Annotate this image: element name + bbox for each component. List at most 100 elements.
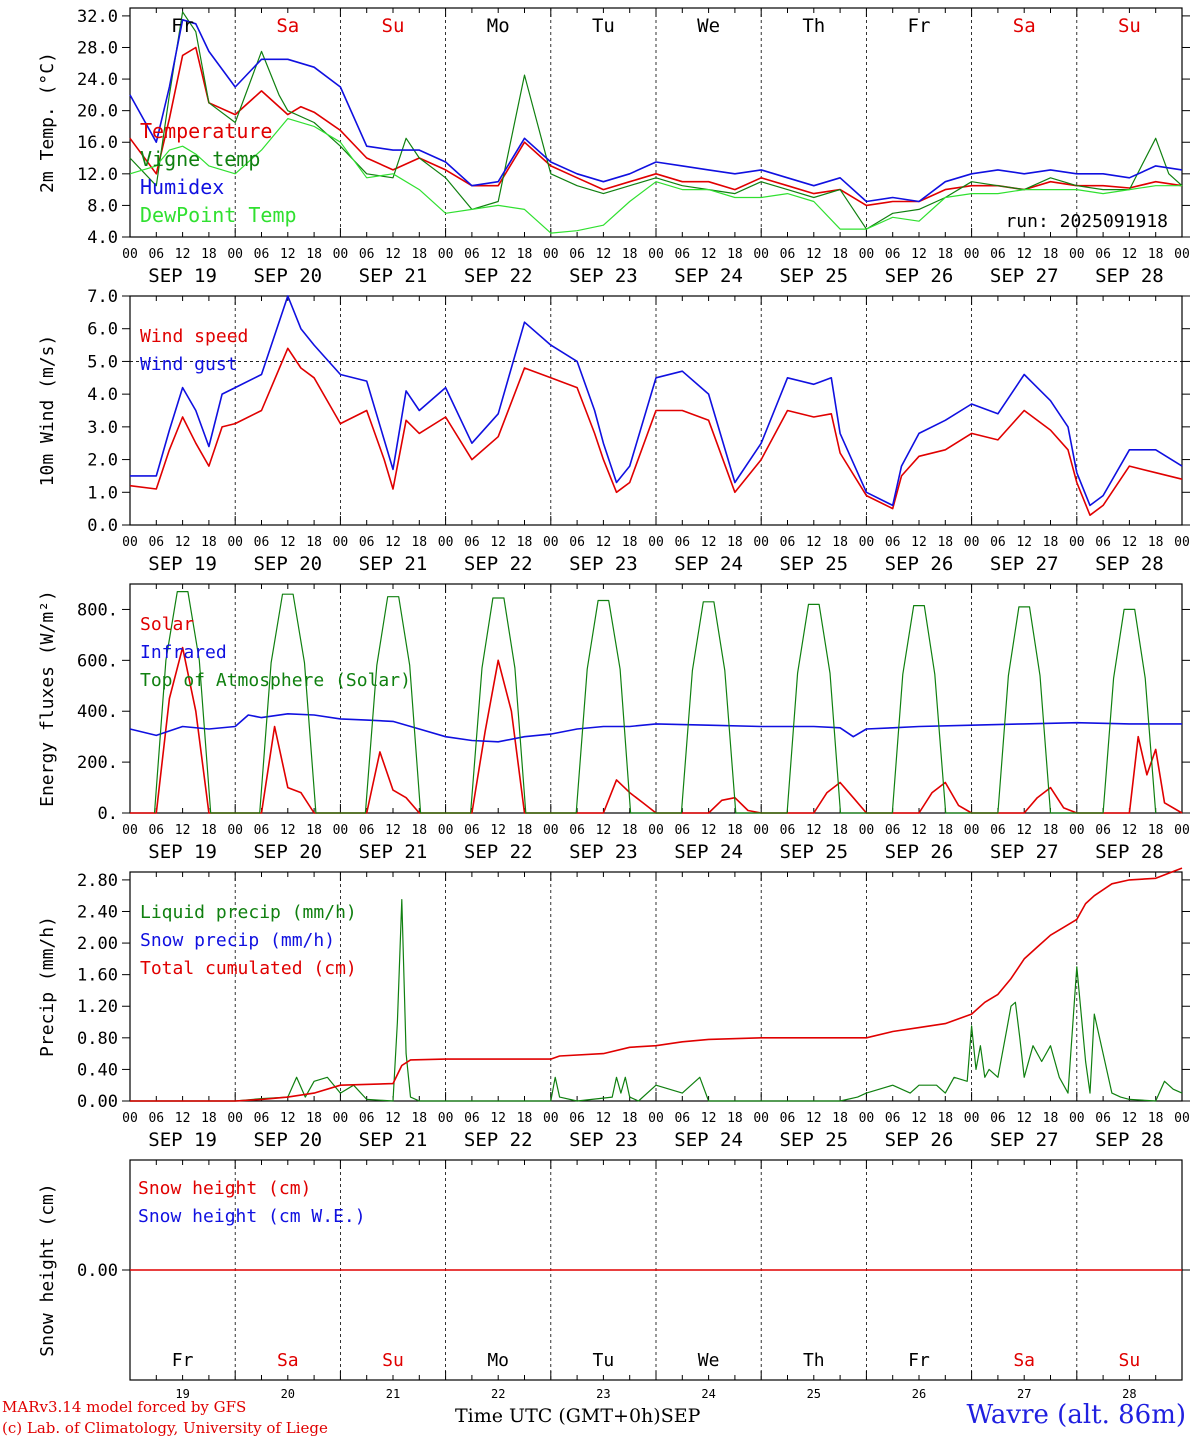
- y-tick-label: 1.20: [77, 997, 118, 1017]
- hour-tick-label: 00: [333, 1111, 349, 1126]
- hour-tick-label: 12: [806, 535, 822, 550]
- y-tick-label: 3.0: [87, 418, 118, 438]
- day-number: 19: [175, 1387, 189, 1401]
- hour-tick-label: 06: [569, 247, 585, 262]
- hour-tick-label: 12: [701, 823, 717, 838]
- date-label: SEP 22: [464, 265, 533, 287]
- snow-panel: 0.00 Snow height (cm) Snow height (cm) Snow…: [37, 1159, 1190, 1381]
- hour-tick-label: 12: [1016, 535, 1032, 550]
- hour-tick-label: 18: [1148, 535, 1164, 550]
- hour-tick-label: 00: [122, 535, 138, 550]
- hour-tick-label: 06: [464, 247, 480, 262]
- hour-tick-label: 18: [411, 247, 427, 262]
- hour-tick-label: 00: [964, 535, 980, 550]
- hour-tick-label: 12: [490, 535, 506, 550]
- hour-tick-label: 18: [1148, 823, 1164, 838]
- hour-tick-label: 18: [1043, 1111, 1059, 1126]
- legend-entry: Snow height (cm W.E.): [138, 1206, 366, 1227]
- hour-tick-label: 18: [411, 823, 427, 838]
- hour-tick-label: 06: [1095, 823, 1111, 838]
- date-label: SEP 26: [885, 1129, 954, 1151]
- hour-tick-label: 00: [122, 247, 138, 262]
- hour-tick-label: 18: [937, 823, 953, 838]
- series-line-vigne-temp: [129, 11, 1183, 230]
- lab-credit: (c) Lab. of Climatology, University of L…: [2, 1419, 328, 1437]
- hour-tick-label: 00: [227, 247, 243, 262]
- energy-ylabel: Energy fluxes (W/m²): [37, 590, 58, 807]
- hour-tick-label: 00: [1069, 1111, 1085, 1126]
- wind-ylabel: 10m Wind (m/s): [37, 335, 58, 487]
- date-label: SEP 28: [1095, 553, 1164, 575]
- y-tick-label: 0.: [98, 804, 118, 824]
- y-tick-label: 0.40: [77, 1060, 118, 1080]
- hour-tick-label: 06: [359, 535, 375, 550]
- date-label: SEP 20: [253, 553, 322, 575]
- hour-tick-label: 12: [385, 1111, 401, 1126]
- y-tick-label: 28.0: [77, 38, 118, 58]
- legend-entry: Top of Atmosphere (Solar): [140, 670, 411, 691]
- hour-tick-label: 12: [596, 247, 612, 262]
- day-number: 27: [1017, 1387, 1031, 1401]
- date-label: SEP 20: [253, 265, 322, 287]
- hour-tick-label: 18: [727, 535, 743, 550]
- series-line-wind-gust: [130, 295, 1183, 507]
- hour-tick-label: 06: [990, 1111, 1006, 1126]
- energy-panel: 0. 200. 400. 600. 800. Energy fluxes (W/m²) So…: [37, 583, 1190, 863]
- date-label: SEP 25: [779, 1129, 848, 1151]
- hour-tick-label: 18: [937, 535, 953, 550]
- hour-tick-label: 00: [1069, 823, 1085, 838]
- hour-tick-label: 18: [201, 535, 217, 550]
- date-label: SEP 24: [674, 553, 743, 575]
- hour-tick-label: 06: [674, 1111, 690, 1126]
- hour-tick-label: 06: [885, 247, 901, 262]
- temp-panel: 4.0 8.0 12.0 16.0 20.0 24.0 28.0 32.0 2m Temp. (…: [37, 7, 1190, 287]
- legend-entry: Wind gust: [140, 354, 238, 375]
- precip-panel: 0.00 0.40 0.80 1.20 1.60 2.00 2.40 2.80 Precip (…: [37, 867, 1190, 1151]
- legend-entry: Total cumulated (cm): [140, 958, 357, 979]
- hour-tick-label: 06: [254, 1111, 270, 1126]
- y-tick-label: 7.0: [87, 287, 118, 307]
- hour-tick-label: 18: [727, 823, 743, 838]
- y-tick-label: 1.0: [87, 483, 118, 503]
- legend-entry: Infrared: [140, 642, 227, 663]
- y-tick-label: 4.0: [87, 228, 118, 248]
- date-label: SEP 25: [779, 553, 848, 575]
- date-label: SEP 19: [148, 1129, 217, 1151]
- legend-entry: Snow height (cm): [138, 1178, 311, 1199]
- hour-tick-label: 18: [622, 1111, 638, 1126]
- hour-tick-label: 12: [911, 535, 927, 550]
- day-number: 24: [701, 1387, 715, 1401]
- date-label: SEP 26: [885, 841, 954, 863]
- y-tick-label: 5.0: [87, 352, 118, 372]
- day-name-bottom: We: [698, 1350, 720, 1371]
- hour-tick-label: 06: [674, 823, 690, 838]
- day-name-bottom: Sa: [1013, 1350, 1035, 1371]
- day-name-bottom: Tu: [593, 1350, 615, 1371]
- date-label: SEP 23: [569, 1129, 638, 1151]
- legend-entry: Vigne temp: [140, 147, 260, 171]
- hour-tick-label: 06: [1095, 1111, 1111, 1126]
- hour-tick-label: 06: [780, 1111, 796, 1126]
- y-tick-label: 200.: [77, 753, 118, 773]
- hour-tick-label: 00: [648, 823, 664, 838]
- hour-tick-label: 00: [122, 823, 138, 838]
- day-number: 21: [386, 1387, 400, 1401]
- hour-tick-label: 00: [964, 1111, 980, 1126]
- hour-tick-label: 00: [859, 247, 875, 262]
- date-label: SEP 22: [464, 1129, 533, 1151]
- hour-tick-label: 18: [517, 247, 533, 262]
- hour-tick-label: 12: [490, 823, 506, 838]
- date-label: SEP 20: [253, 841, 322, 863]
- day-name-bottom: Su: [382, 1350, 404, 1371]
- hour-tick-label: 00: [438, 535, 454, 550]
- hour-tick-label: 06: [885, 1111, 901, 1126]
- hour-tick-label: 12: [806, 247, 822, 262]
- day-name-top: Fr: [908, 15, 931, 37]
- time-axis-label: Time UTC (GMT+0h)SEP: [455, 1405, 700, 1427]
- hour-tick-label: 06: [780, 247, 796, 262]
- day-number: 26: [912, 1387, 926, 1401]
- hour-tick-label: 00: [543, 535, 559, 550]
- date-label: SEP 25: [779, 265, 848, 287]
- date-label: SEP 21: [359, 841, 428, 863]
- series-line-dewpoint-temp: [129, 117, 1182, 234]
